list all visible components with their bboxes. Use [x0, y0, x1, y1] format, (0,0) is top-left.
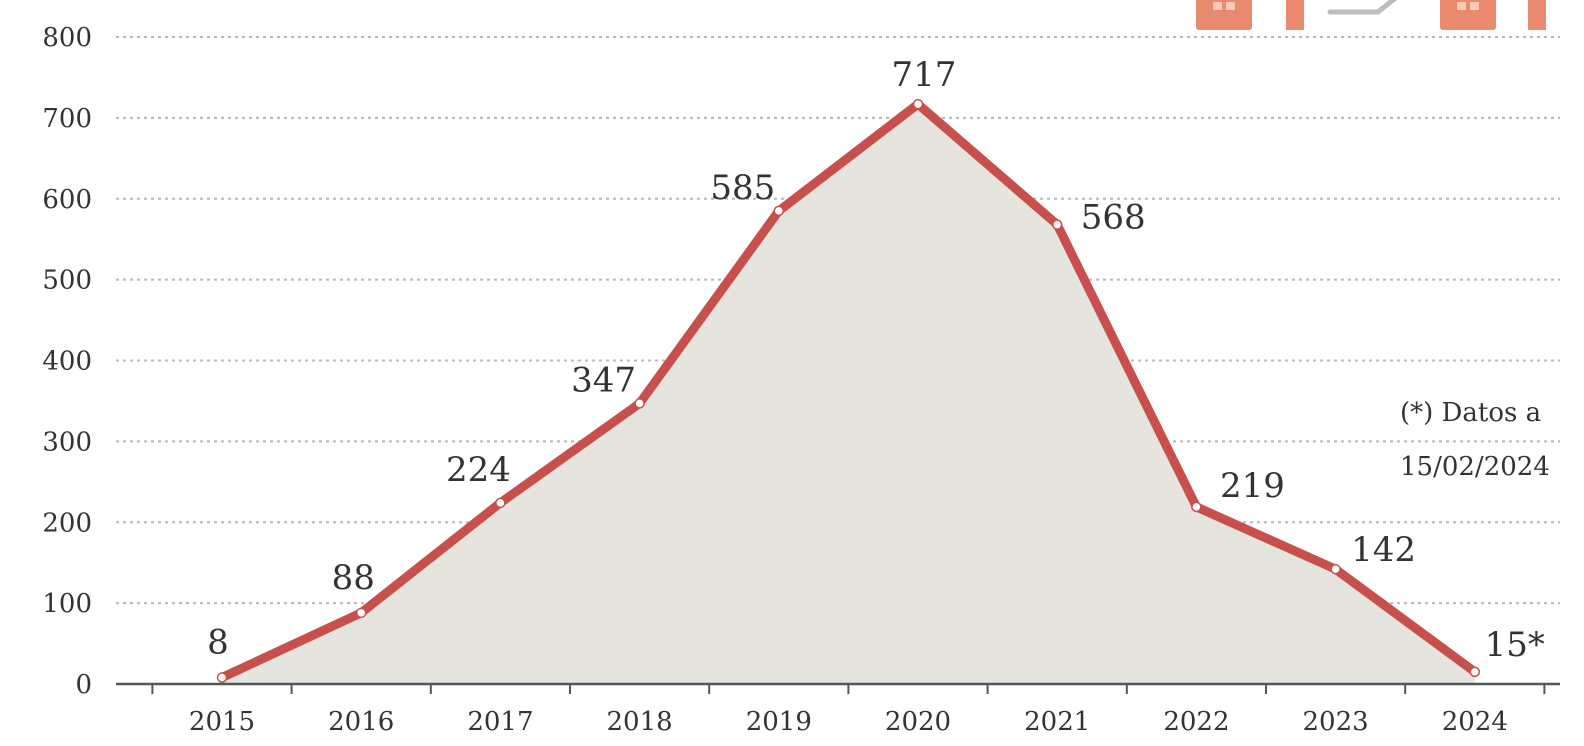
area-fill — [222, 104, 1475, 685]
data-label: 8 — [207, 623, 229, 663]
data-point — [912, 98, 924, 110]
data-label: 347 — [571, 360, 636, 400]
data-label: 219 — [1220, 466, 1285, 506]
x-tick-label: 2022 — [1163, 707, 1229, 737]
y-tick-label: 200 — [42, 508, 92, 538]
x-tick-label: 2019 — [746, 707, 812, 737]
y-tick-label: 500 — [42, 266, 92, 296]
x-tick-label: 2018 — [607, 707, 673, 737]
bar-icon — [1528, 0, 1546, 30]
data-label: 585 — [710, 168, 775, 208]
data-label: 88 — [332, 558, 375, 598]
data-point — [773, 205, 785, 217]
x-tick-label: 2024 — [1442, 707, 1508, 737]
footnote-line-1: (*) Datos a — [1400, 398, 1541, 428]
data-point — [1191, 501, 1202, 513]
decorative-icons — [1196, 0, 1546, 30]
y-tick-label: 400 — [42, 347, 92, 377]
building-icon — [1196, 0, 1252, 30]
x-tick-label: 2023 — [1303, 707, 1369, 737]
data-label: 568 — [1081, 198, 1146, 238]
arrow-icon — [1327, 0, 1398, 15]
x-tick-label: 2016 — [328, 707, 394, 737]
data-point — [495, 497, 506, 509]
bar-icon — [1286, 0, 1304, 30]
y-tick-label: 700 — [42, 104, 92, 134]
building-icon — [1440, 0, 1496, 30]
x-axis-ticks: 2015 2016 2017 2018 2019 2020 2021 2022 2023 2024 — [151, 684, 1546, 737]
y-tick-label: 0 — [75, 670, 92, 700]
x-tick-label: 2021 — [1024, 707, 1090, 737]
footnote: (*) Datos a 15/02/2024 — [1400, 398, 1550, 482]
x-tick-label: 2017 — [467, 707, 533, 737]
data-markers — [216, 98, 1481, 683]
data-label: 224 — [446, 450, 511, 490]
data-point — [1051, 219, 1063, 230]
data-point — [216, 672, 228, 683]
y-axis-tick-labels: 0 100 200 300 400 500 600 700 800 — [42, 23, 92, 700]
footnote-line-2: 15/02/2024 — [1400, 452, 1550, 482]
y-tick-label: 800 — [42, 23, 92, 53]
series-line — [217, 99, 1480, 682]
y-tick-label: 100 — [42, 589, 92, 619]
x-tick-label: 2020 — [885, 707, 951, 737]
data-label: 717 — [892, 55, 957, 95]
data-point — [634, 398, 645, 409]
data-point — [1469, 666, 1481, 678]
y-tick-label: 300 — [42, 427, 92, 457]
y-tick-label: 600 — [42, 185, 92, 215]
data-label: 142 — [1351, 530, 1416, 570]
x-tick-label: 2015 — [189, 707, 255, 737]
data-point — [355, 607, 367, 619]
data-point — [1330, 563, 1341, 575]
data-label: 15* — [1485, 625, 1545, 665]
